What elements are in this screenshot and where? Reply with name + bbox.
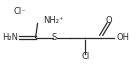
Text: S: S bbox=[52, 33, 57, 42]
Text: Cl: Cl bbox=[81, 52, 90, 61]
Text: O: O bbox=[106, 16, 112, 25]
Text: NH₂⁺: NH₂⁺ bbox=[43, 16, 64, 25]
Text: OH: OH bbox=[117, 33, 130, 42]
Text: Cl⁻: Cl⁻ bbox=[13, 7, 26, 16]
Text: H₂N: H₂N bbox=[3, 33, 18, 42]
